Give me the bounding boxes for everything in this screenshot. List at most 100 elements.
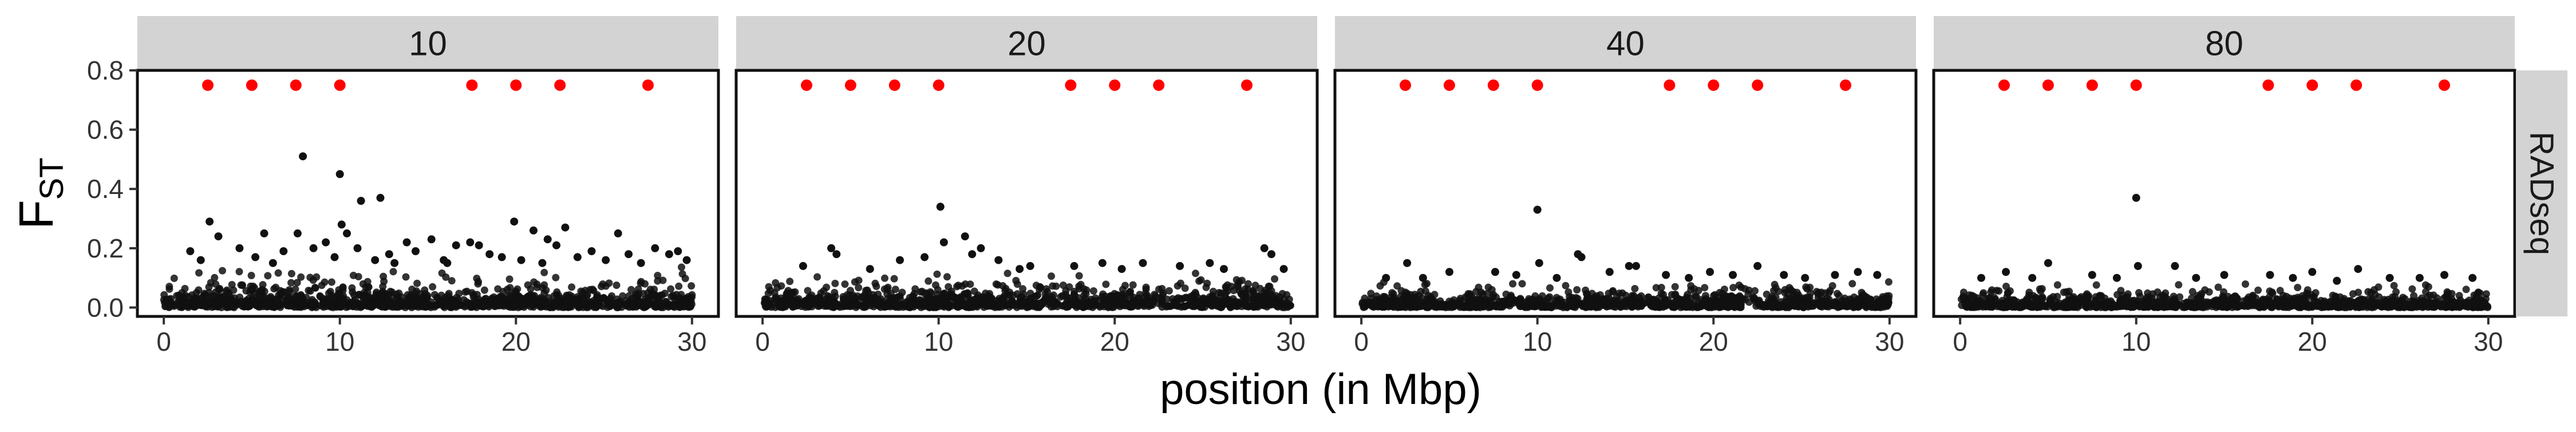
data-point <box>1737 283 1745 291</box>
data-point <box>1671 283 1679 291</box>
data-point <box>2003 293 2011 300</box>
data-point <box>1480 298 1488 306</box>
data-point <box>1271 275 1279 283</box>
data-point <box>799 261 807 270</box>
data-point <box>537 298 545 306</box>
data-point <box>1583 291 1591 299</box>
highlight-point <box>2042 79 2054 91</box>
data-point <box>2191 300 2199 308</box>
data-point <box>1993 287 2001 295</box>
data-point <box>2170 297 2178 305</box>
data-point <box>1683 293 1691 301</box>
data-point <box>1102 280 1110 288</box>
data-point <box>2197 292 2205 300</box>
data-point <box>1531 302 1539 310</box>
x-tick-label: 20 <box>1699 327 1728 356</box>
data-point <box>881 274 888 282</box>
data-point <box>443 259 452 267</box>
data-point <box>1249 287 1257 295</box>
data-point <box>2415 274 2424 282</box>
data-point <box>896 256 904 264</box>
data-point <box>577 287 585 295</box>
data-point <box>793 302 801 310</box>
data-point <box>1655 294 1663 302</box>
data-point <box>1570 301 1578 309</box>
data-point <box>473 275 481 282</box>
data-point <box>851 278 859 286</box>
data-point <box>1403 259 1412 267</box>
data-point <box>1668 291 1676 299</box>
highlight-point <box>888 79 900 91</box>
y-tick-label: 0.2 <box>87 233 124 263</box>
data-point <box>1801 274 1809 282</box>
data-point <box>2275 303 2283 311</box>
data-point <box>497 296 505 304</box>
data-point <box>2399 294 2407 302</box>
data-point <box>226 303 233 311</box>
data-point <box>452 241 460 249</box>
data-point <box>1780 271 1788 279</box>
data-point <box>427 235 436 244</box>
x-tick-label: 10 <box>924 327 953 356</box>
data-point <box>1089 287 1097 295</box>
data-point <box>2144 301 2152 309</box>
data-point <box>1988 301 1996 309</box>
data-point <box>429 283 437 291</box>
data-point <box>1671 298 1679 306</box>
highlight-point <box>1443 79 1455 91</box>
data-point <box>1973 294 1981 302</box>
data-point <box>2107 297 2115 305</box>
data-point <box>786 278 794 286</box>
data-point <box>2317 296 2325 304</box>
data-point <box>305 287 313 295</box>
data-point <box>573 253 582 261</box>
data-point <box>530 226 538 235</box>
data-point <box>664 302 671 310</box>
data-point <box>2482 290 2490 298</box>
data-point <box>1702 295 1710 303</box>
data-point <box>307 298 315 306</box>
data-point <box>1174 282 1182 290</box>
data-point <box>2242 280 2249 288</box>
data-point <box>955 303 962 311</box>
data-point <box>1368 302 1376 310</box>
data-point <box>448 277 456 285</box>
data-point <box>945 303 953 311</box>
data-point <box>299 152 307 161</box>
data-point <box>463 287 471 295</box>
data-point <box>1232 276 1240 284</box>
data-point <box>322 238 330 247</box>
data-point <box>1854 268 1862 276</box>
x-tick-label: 30 <box>2474 327 2503 356</box>
data-point <box>2235 302 2243 310</box>
data-point <box>2401 302 2409 310</box>
data-point <box>364 283 372 291</box>
data-point <box>1080 303 1088 311</box>
facet-strip-80 <box>1934 16 2515 70</box>
data-point <box>1562 282 1570 290</box>
data-point <box>216 300 224 308</box>
row-strip: RADseq <box>2516 70 2567 316</box>
data-point <box>198 300 206 308</box>
background-points-80 <box>1957 280 2492 311</box>
data-point <box>1745 286 1753 294</box>
data-point <box>475 241 483 249</box>
data-point <box>186 247 195 255</box>
data-point <box>524 281 532 289</box>
data-point <box>1959 288 1967 296</box>
x-axis-title: position (in Mbp) <box>1160 365 1481 414</box>
data-point <box>1659 303 1667 311</box>
data-point <box>568 299 575 307</box>
data-point <box>777 298 785 306</box>
data-point <box>1631 285 1639 292</box>
data-point <box>1139 259 1147 267</box>
data-point <box>1220 265 1228 274</box>
data-point <box>1703 303 1711 311</box>
data-point <box>1013 290 1021 298</box>
data-point <box>603 303 611 311</box>
facet-strip-40 <box>1335 16 1916 70</box>
data-point <box>1634 303 1642 311</box>
data-point <box>1690 285 1698 293</box>
highlight-points-20 <box>801 79 1253 91</box>
data-point <box>466 238 475 247</box>
